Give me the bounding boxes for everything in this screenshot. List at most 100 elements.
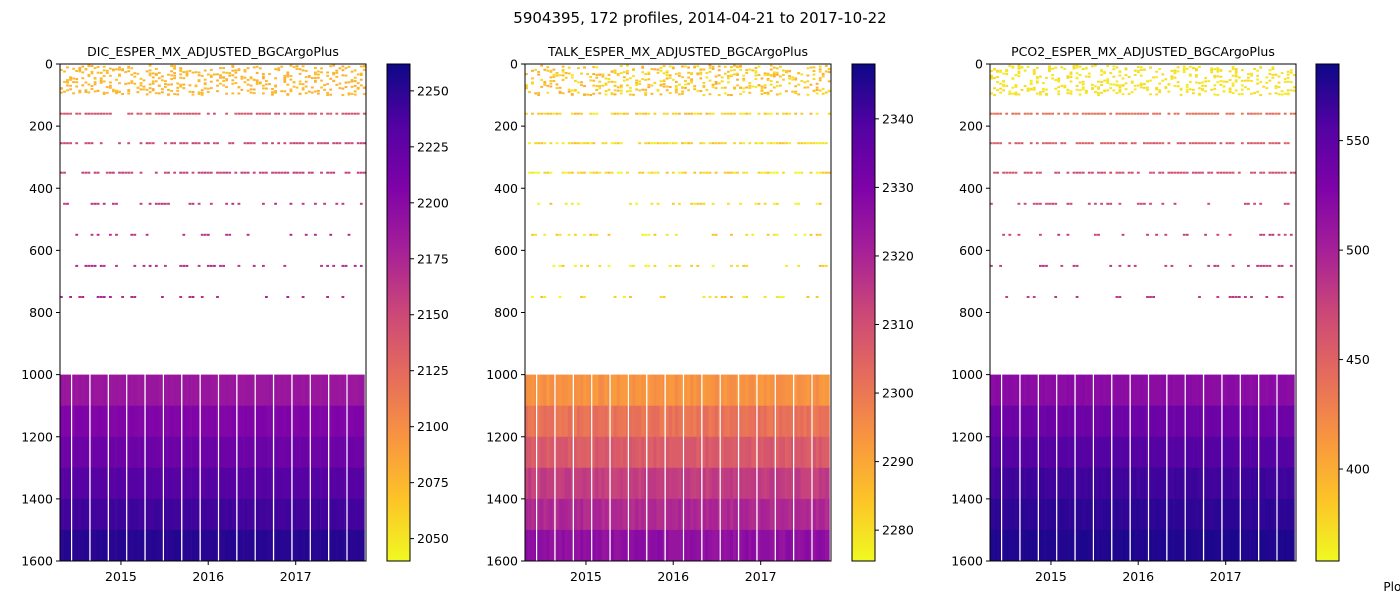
heatmap-cell <box>1179 93 1183 96</box>
heatmap-cell <box>537 374 541 406</box>
heatmap-cell <box>84 112 88 115</box>
chart-panel-3: PCO2_ESPER_MX_ADJUSTED_BGCArgoPlus020040… <box>951 44 1370 584</box>
heatmap-cell <box>295 65 299 68</box>
heatmap-cell <box>668 92 672 94</box>
heatmap-cell <box>197 436 200 469</box>
heatmap-cell <box>662 498 665 531</box>
heatmap-cell <box>534 405 536 438</box>
heatmap-cell <box>1170 75 1174 78</box>
heatmap-cell <box>809 467 812 500</box>
heatmap-cell <box>626 64 629 67</box>
heatmap-cell <box>173 374 177 406</box>
heatmap-cell <box>1109 498 1112 531</box>
heatmap-cell <box>1237 93 1241 96</box>
heatmap-cell <box>240 374 244 406</box>
heatmap-cell <box>329 171 333 174</box>
heatmap-cell <box>145 88 149 91</box>
heatmap-cell <box>592 498 596 531</box>
heatmap-cell <box>295 374 299 406</box>
heatmap-cell <box>1152 498 1156 531</box>
heatmap-cell <box>815 92 819 95</box>
heatmap-cell <box>558 529 563 562</box>
heatmap-cell <box>1121 142 1125 145</box>
heatmap-cell <box>1054 87 1058 90</box>
heatmap-cell <box>338 405 342 438</box>
heatmap-cell <box>1185 90 1189 93</box>
heatmap-cell <box>772 467 775 500</box>
heatmap-cell <box>570 112 574 115</box>
heatmap-cell <box>668 76 672 79</box>
heatmap-cell <box>684 65 687 68</box>
heatmap-cell <box>1139 66 1143 69</box>
heatmap-cell <box>133 75 137 78</box>
heatmap-cell <box>552 529 555 562</box>
heatmap-cell <box>775 233 779 236</box>
heatmap-cell <box>87 142 91 145</box>
heatmap-cell <box>821 87 825 90</box>
heatmap-cell <box>990 92 993 95</box>
heatmap-cell <box>252 467 255 500</box>
heatmap-cell <box>105 69 109 72</box>
y-tick-label: 1000 <box>486 367 518 382</box>
heatmap-cell <box>228 142 232 145</box>
heatmap-cell <box>1201 142 1204 145</box>
heatmap-cell <box>528 529 532 562</box>
heatmap-cell <box>356 73 360 76</box>
heatmap-cell <box>246 374 251 406</box>
heatmap-cell <box>662 296 666 298</box>
heatmap-cell <box>748 498 752 531</box>
heatmap-cell <box>139 374 143 406</box>
heatmap-cell <box>1026 374 1031 406</box>
heatmap-cell <box>1121 498 1125 531</box>
heatmap-cell <box>1247 264 1250 267</box>
heatmap-cell <box>289 233 293 236</box>
heatmap-cell <box>75 142 79 145</box>
heatmap-cell <box>206 264 210 267</box>
heatmap-cell <box>1075 436 1080 469</box>
heatmap-cell <box>641 467 645 500</box>
heatmap-cell <box>234 405 237 438</box>
heatmap-cell <box>1127 374 1130 406</box>
heatmap-cell <box>993 498 997 531</box>
heatmap-cell <box>1143 86 1146 89</box>
heatmap-cell <box>151 374 156 406</box>
heatmap-cell <box>616 405 621 438</box>
heatmap-cell <box>999 142 1002 145</box>
heatmap-cell <box>607 80 611 83</box>
heatmap-cell <box>1075 296 1079 298</box>
heatmap-cell <box>996 498 1000 531</box>
heatmap-cell <box>188 374 192 406</box>
heatmap-cell <box>552 436 555 469</box>
heatmap-cell <box>1265 264 1269 267</box>
heatmap-cell <box>791 374 793 406</box>
heatmap-cell <box>815 498 820 531</box>
heatmap-cell <box>307 75 311 78</box>
heatmap-cell <box>1195 74 1198 76</box>
heatmap-cell <box>708 64 712 67</box>
heatmap-cell <box>1051 498 1055 531</box>
heatmap-cell <box>1081 88 1085 91</box>
heatmap-cell <box>81 65 85 68</box>
heatmap-cell <box>1155 93 1158 96</box>
heatmap-cell <box>271 142 274 145</box>
heatmap-cell <box>583 467 587 500</box>
heatmap-cell <box>292 171 296 174</box>
heatmap-cell <box>619 467 624 500</box>
heatmap-cell <box>745 112 749 115</box>
heatmap-cell <box>295 529 299 562</box>
heatmap-cell <box>262 171 265 174</box>
heatmap-cell <box>359 78 363 81</box>
heatmap-cell <box>827 498 830 531</box>
heatmap-cell <box>821 142 825 145</box>
heatmap-cell <box>69 142 72 145</box>
heatmap-cell <box>1072 65 1076 68</box>
heatmap-cell <box>136 72 140 75</box>
heatmap-cell <box>586 93 589 96</box>
heatmap-cell <box>1014 74 1018 77</box>
heatmap-cell <box>714 233 718 236</box>
heatmap-cell <box>678 436 682 469</box>
heatmap-cell <box>1240 88 1244 91</box>
heatmap-cell <box>151 82 155 85</box>
heatmap-cell <box>742 436 746 469</box>
heatmap-cell <box>314 529 318 562</box>
